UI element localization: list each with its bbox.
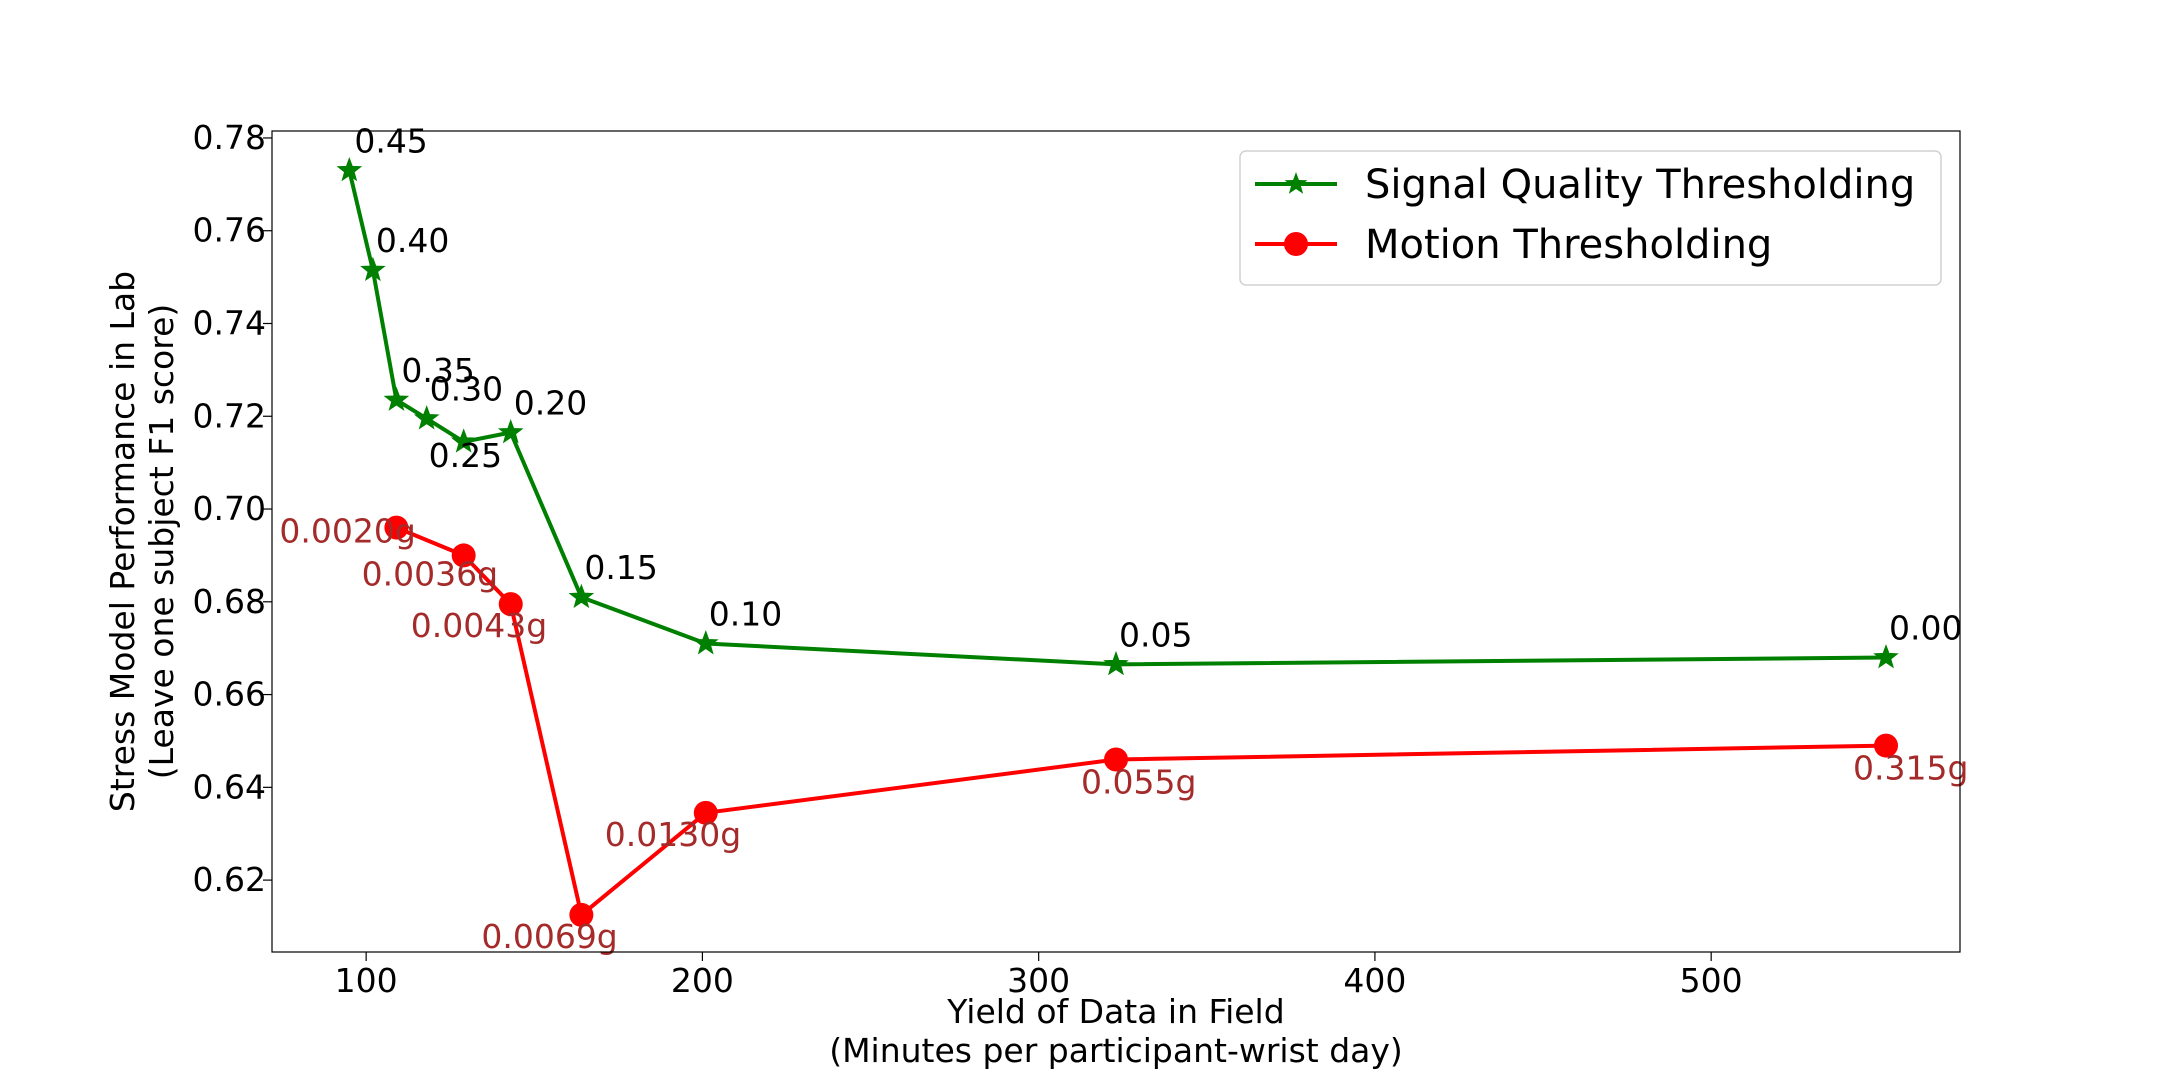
y-tick-label: 0.72 (193, 396, 266, 435)
x-tick-label: 100 (335, 961, 398, 1000)
y-tick-label: 0.78 (193, 118, 266, 157)
legend-marker-circle (1284, 232, 1308, 256)
x-tick-label: 300 (1007, 961, 1070, 1000)
axis-labels: Yield of Data in Field(Minutes per parti… (103, 271, 1403, 1070)
point-label: 0.10 (709, 595, 782, 634)
point-label: 0.0043g (411, 606, 547, 645)
point-label: 0.45 (354, 121, 427, 160)
legend-label: Motion Thresholding (1365, 222, 1772, 268)
data-point-star (360, 256, 386, 282)
point-label: 0.315g (1853, 749, 1968, 788)
x-tick-label: 200 (671, 961, 734, 1000)
data-point-circle (498, 592, 523, 617)
y-tick-label: 0.70 (193, 489, 266, 528)
y-tick-label: 0.62 (193, 860, 266, 899)
x-tick-label: 500 (1680, 961, 1743, 1000)
point-label: 0.055g (1081, 763, 1196, 802)
x-axis-label: Yield of Data in Field (946, 992, 1284, 1031)
data-point-circle (384, 515, 409, 540)
data-point-star (336, 156, 363, 182)
series-line (347, 169, 1887, 667)
data-point-star (693, 630, 719, 655)
point-label: 0.15 (584, 548, 657, 587)
point-label: 0.0036g (362, 554, 498, 593)
data-point-circle (693, 800, 718, 825)
plot-area-frame (271, 130, 1961, 953)
point-label: 0.0130g (605, 815, 741, 854)
data-point-star (413, 405, 440, 430)
data-point-circle (451, 543, 476, 568)
data-point-circle (1874, 733, 1899, 758)
data-point-star (1873, 644, 1899, 669)
y-axis-label: (Leave one subject F1 score) (142, 304, 181, 780)
point-label: 0.35 (401, 351, 474, 390)
point-label: 0.00 (1889, 608, 1962, 647)
y-tick-label: 0.64 (193, 767, 266, 806)
legend-box (1239, 150, 1942, 286)
x-axis: 100 200 300 400 500 (335, 952, 1743, 1000)
data-point-star (497, 419, 524, 444)
legend-marker-star (1284, 172, 1308, 194)
point-label: 0.30 (430, 370, 503, 409)
legend-label: Signal Quality Thresholding (1365, 162, 1915, 208)
data-point-star (1103, 650, 1129, 676)
data-point-circle (569, 902, 594, 927)
x-tick-label: 400 (1343, 961, 1406, 1000)
point-label: 0.0069g (481, 917, 617, 956)
point-label: 0.05 (1119, 615, 1192, 654)
point-label: 0.40 (376, 221, 449, 260)
data-point-star (383, 386, 410, 411)
point-label: 0.20 (514, 383, 587, 422)
y-tick-label: 0.66 (193, 675, 266, 714)
x-axis-label: (Minutes per participant-wrist day) (829, 1031, 1403, 1070)
series-markers (336, 156, 1899, 927)
data-point-star (568, 583, 595, 609)
point-label: 0.25 (429, 436, 502, 475)
y-axis: 0.62 0.64 0.66 0.68 0.70 0.72 0.74 0.76 0.78 (193, 118, 272, 899)
y-tick-label: 0.74 (193, 303, 266, 342)
y-axis-label: Stress Model Performance in Lab (103, 271, 142, 812)
data-point-circle (1104, 747, 1128, 772)
data-point-star (450, 428, 477, 453)
point-labels: 0.45 0.40 0.350.30 0.25 0.20 0.15 0.10 0.05 0.00… (279, 121, 1968, 955)
y-tick-label: 0.68 (193, 582, 266, 621)
point-label: 0.0020g (279, 512, 415, 551)
y-tick-label: 0.76 (193, 211, 266, 250)
legend: Signal Quality Thresholding Motion Thresh… (1239, 150, 1942, 286)
